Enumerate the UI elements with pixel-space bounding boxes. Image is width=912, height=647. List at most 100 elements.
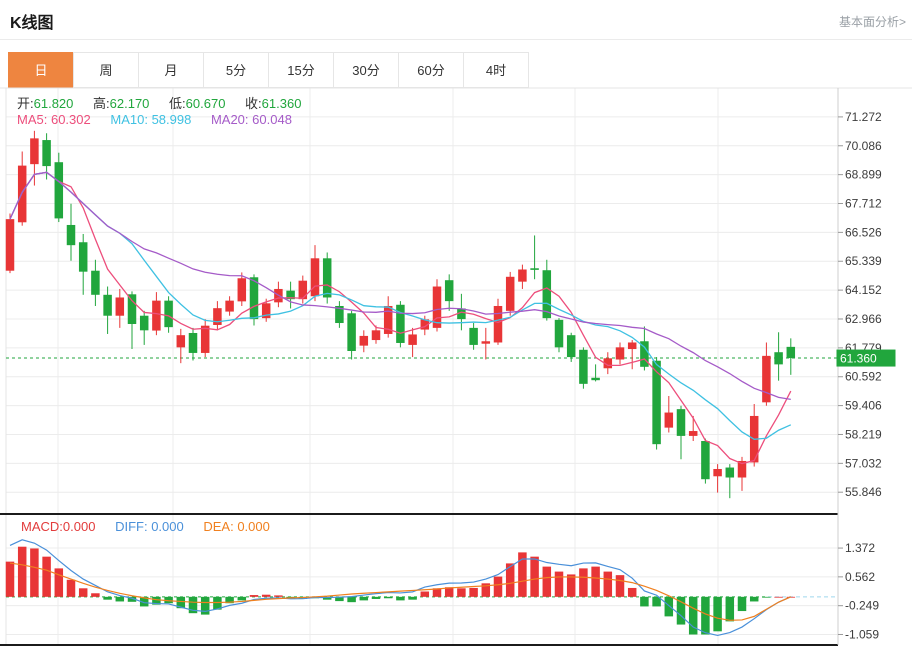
macd-hist-bar [322,596,332,600]
macd-hist-bar [91,593,100,597]
candle-body [505,276,515,311]
axis-label: 55.846 [845,485,882,499]
ma20-label: MA20: [210,112,249,127]
candle-body [737,460,747,478]
macd-hist-bar [347,596,356,603]
candle-body [17,165,27,223]
macd-hist-bar [42,556,51,597]
candle-body [359,335,369,346]
candle-body [457,308,466,320]
candle-body [383,305,393,334]
macd-hist-bar [30,548,39,597]
macd-hist-bar [481,583,491,597]
macd-hist-bar [591,566,600,597]
period-tab-bar: 日周月 5分 15分 30分 60分 4时 [8,52,529,88]
high-value: 62.170 [109,96,150,111]
axis-label: -1.059 [845,627,879,641]
macd-hist-bar [139,596,149,607]
macd-hist-bar [725,596,735,622]
candle-body [420,319,430,330]
macd-hist-bar [432,588,442,597]
candle-body [127,294,137,324]
ma5-label: MA5: [17,112,48,127]
macd-hist-bar [200,596,210,615]
candle-body [701,441,710,480]
macd-hist-bar [457,588,466,597]
low-label: 低: [169,96,186,111]
tab-15分[interactable]: 15分 [268,52,334,88]
candle-body [444,280,454,302]
candle-body [640,341,649,367]
candle-body [762,355,771,403]
macd-hist-bar [640,596,649,607]
dea-line [9,562,792,621]
candle-body [408,334,417,345]
candle-body [213,308,222,325]
candle-body [493,305,503,343]
candle-body [188,332,198,353]
candle-body [261,303,271,319]
quote-row: 开:61.820 高:62.170 低:60.670 收:61.360 [17,93,317,112]
ma5-value: 60.302 [50,112,91,127]
macd-hist-bar [66,579,76,597]
candle-body [774,352,783,365]
axis-label: 58.219 [845,427,882,441]
axis-label: 65.339 [845,254,882,268]
candle-body [164,300,173,328]
close-label: 收: [245,96,262,111]
macd-legend: MACD:0.000 [21,519,95,534]
candle-body [5,219,15,271]
candle-body [298,280,308,300]
axis-label: 67.712 [845,197,882,211]
last-price-badge-label: 61.360 [840,352,877,366]
candle-body [591,377,600,381]
candle-body [322,258,332,298]
candle-body [152,300,161,331]
tab-60分[interactable]: 60分 [398,52,464,88]
high-label: 高: [93,96,110,111]
candle-body [91,270,100,295]
low-value: 60.670 [185,96,226,111]
candle-body [627,342,637,350]
macd-hist-bar [444,587,454,597]
candle-body [615,347,625,360]
macd-hist-bar [505,563,515,597]
ma10-value: 58.998 [151,112,192,127]
macd-hist-bar [249,595,259,597]
macd-hist-bar [652,596,661,607]
candle-body [286,290,295,300]
candle-body [518,269,527,282]
macd-hist-bar [603,571,613,597]
macd-hist-bar [152,596,161,605]
axis-label: 57.032 [845,456,882,470]
ma10-label: MA10: [110,112,148,127]
diff-label: DIFF: [115,519,148,534]
tab-日[interactable]: 日 [8,52,74,88]
candle-body [432,286,442,328]
candle-body [42,140,51,167]
macd-hist-bar [188,596,198,614]
macd-hist-bar [103,596,112,600]
dea-legend: DEA: 0.000 [203,519,270,534]
candle-body [30,138,39,165]
candle-body [542,270,552,319]
dea-value: 0.000 [237,519,270,534]
open-label: 开: [17,96,34,111]
quote-close: 收:61.360 [245,96,301,111]
macd-hist-bar [115,596,125,602]
ma20-legend: MA20: 60.048 [211,112,292,127]
axis-label: 70.086 [845,139,882,153]
macd-hist-bar [518,552,527,597]
macd-hist-bar [335,596,344,602]
candle-body [530,268,539,270]
last-price-badge [836,349,896,367]
tab-5分[interactable]: 5分 [203,52,269,88]
candle-body [103,294,112,316]
tab-月[interactable]: 月 [138,52,204,88]
tab-30分[interactable]: 30分 [333,52,399,88]
axis-label: 68.899 [845,168,882,182]
macd-hist-bar [408,596,417,600]
fundamental-analysis-link[interactable]: 基本面分析> [838,15,906,29]
candle-body [249,277,259,320]
